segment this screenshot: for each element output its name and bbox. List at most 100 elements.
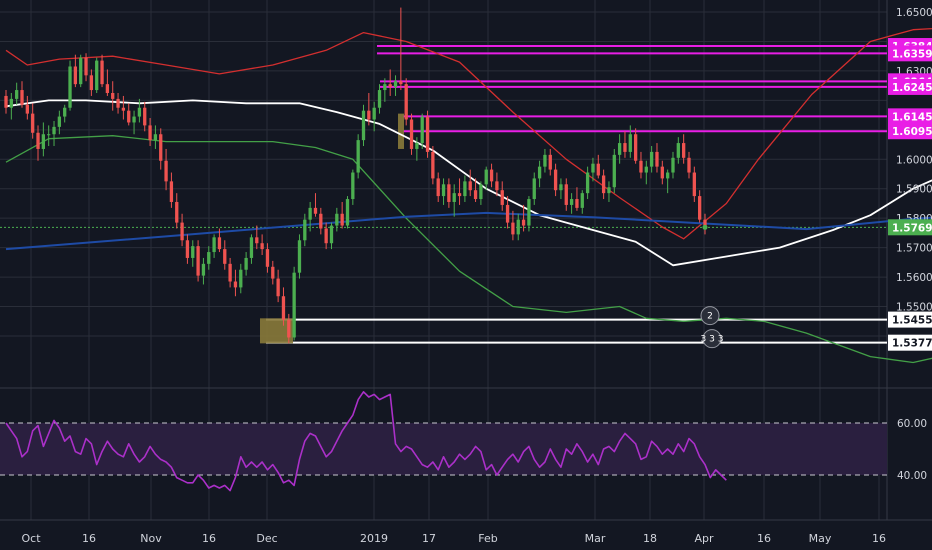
candle-body (553, 169, 558, 191)
candle-body (617, 143, 622, 155)
candle (505, 196, 510, 229)
candle (649, 146, 654, 173)
candle-body (201, 263, 206, 276)
candle-body (175, 201, 179, 223)
candle-body (383, 84, 387, 91)
candle-body (121, 107, 126, 111)
candle-body (111, 93, 115, 99)
candle (703, 213, 707, 235)
candle-body (404, 84, 408, 120)
candle (409, 113, 414, 155)
candle (287, 313, 291, 344)
candle (340, 201, 344, 229)
bollinger_lower-line (5, 135, 932, 364)
candle-body (532, 178, 536, 200)
candle (191, 240, 195, 267)
x-tick-label: 17 (422, 532, 436, 545)
candle (612, 148, 616, 194)
candle (388, 69, 392, 96)
candle (639, 151, 643, 179)
candle (436, 172, 440, 202)
candle-body (356, 140, 360, 173)
candle-body (153, 134, 158, 141)
y-tick-label: 1.59000 (896, 184, 932, 196)
candle (159, 128, 163, 170)
candle (239, 263, 243, 294)
candle-body (255, 237, 259, 244)
candle-body (388, 84, 392, 88)
candle-body (500, 190, 504, 205)
candle-body (15, 90, 19, 99)
candle (132, 110, 136, 135)
candle-body (185, 240, 190, 258)
candle-body (52, 126, 56, 135)
candle-body (687, 157, 691, 173)
candle (9, 93, 13, 120)
candle-body (265, 249, 270, 267)
resistance-price-label-text: 1.61457 (892, 111, 932, 123)
support-badge-icon (702, 329, 722, 349)
candle-body (244, 257, 248, 270)
x-tick-label: 18 (643, 532, 657, 545)
bollinger_upper-line (5, 27, 932, 240)
candle (47, 125, 51, 147)
candle (623, 131, 627, 158)
candle (175, 193, 179, 229)
candles (4, 7, 707, 344)
candle-body (682, 143, 686, 158)
candle (575, 187, 579, 211)
candle-body (57, 116, 62, 127)
candle-body (372, 107, 376, 120)
candle-body (287, 319, 291, 338)
candle-body (137, 107, 142, 117)
candle (644, 160, 648, 185)
candle (367, 93, 371, 126)
candle-body (393, 81, 398, 88)
candle-body (660, 166, 664, 179)
candle (281, 287, 286, 326)
last-price-dot (702, 224, 708, 230)
candle (335, 207, 339, 232)
resistance-price-label-text: 1.63597 (892, 48, 932, 60)
candle-body (196, 246, 200, 276)
candle-body (665, 172, 670, 179)
candle (361, 104, 366, 147)
candle (127, 103, 131, 126)
candle-body (324, 228, 328, 244)
support-badge-icon (700, 306, 720, 326)
candle (463, 175, 467, 202)
candle-body (607, 187, 611, 194)
resistance-price-label: 1.62456 (888, 78, 932, 95)
candle (628, 125, 632, 158)
candle-body (649, 151, 654, 167)
candle-body (367, 110, 371, 120)
candle-body (249, 237, 254, 258)
candle-body (703, 219, 707, 228)
candle (260, 234, 264, 255)
candle (607, 181, 611, 202)
candle-body (217, 237, 222, 250)
x-tick-label: Oct (21, 532, 41, 545)
candle-body (569, 199, 574, 205)
candle-body (68, 66, 72, 108)
last-price-label-box (888, 219, 932, 236)
candle (415, 137, 419, 161)
candle-body (313, 207, 318, 214)
candle-body (239, 269, 243, 288)
candle-body (463, 181, 467, 197)
candle (372, 101, 376, 132)
candle (553, 163, 558, 197)
x-tick-label: 2019 (360, 532, 388, 545)
candle-body (489, 169, 494, 182)
candle (41, 122, 46, 157)
candle-body (276, 278, 280, 297)
candle-body (457, 193, 462, 197)
candle-body (47, 134, 51, 136)
last-price-label: 1.57690 (888, 219, 932, 236)
candle-body (31, 113, 35, 133)
candle-body (377, 90, 382, 108)
candle-body (559, 184, 563, 191)
candle-body (308, 207, 312, 220)
candle-body (628, 134, 632, 152)
